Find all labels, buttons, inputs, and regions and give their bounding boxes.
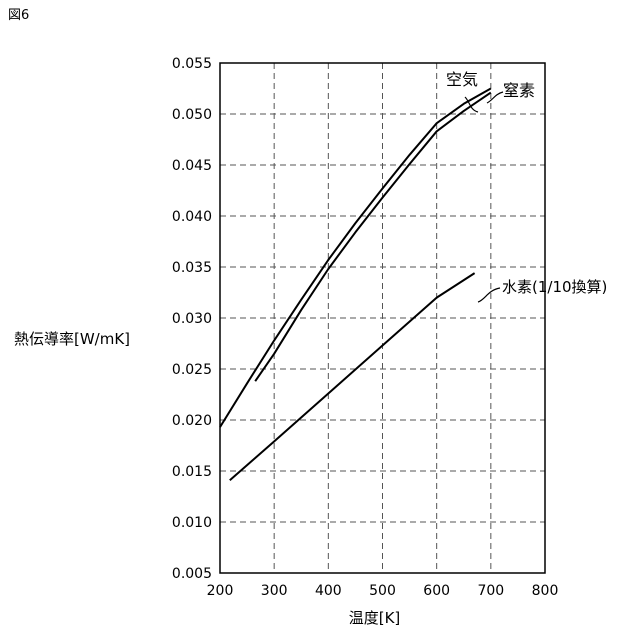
x-tick-label: 400 — [315, 583, 342, 599]
nitrogen-series-line — [255, 93, 491, 382]
y-tick-label: 0.005 — [172, 566, 212, 582]
x-tick-label: 300 — [261, 583, 288, 599]
x-axis-title: 温度[K] — [349, 609, 401, 627]
x-tick-label: 800 — [532, 583, 559, 599]
y-tick-label: 0.025 — [172, 362, 212, 378]
y-tick-label: 0.050 — [172, 107, 212, 123]
hydrogen-series-label: 水素(1/10換算) — [502, 278, 607, 296]
air-series-line — [220, 89, 491, 428]
x-tick-label: 600 — [423, 583, 450, 599]
y-tick-label: 0.055 — [172, 56, 212, 72]
x-tick-label: 200 — [207, 583, 234, 599]
x-tick-label: 500 — [369, 583, 396, 599]
air-series-label: 空気 — [446, 70, 478, 89]
y-tick-label: 0.015 — [172, 464, 212, 480]
hydrogen-series-line — [230, 273, 475, 480]
x-tick-label: 700 — [477, 583, 504, 599]
y-tick-label: 0.045 — [172, 158, 212, 174]
y-tick-label: 0.010 — [172, 515, 212, 531]
y-tick-label: 0.020 — [172, 413, 212, 429]
nitrogen-series-label: 窒素 — [503, 81, 535, 100]
y-tick-label: 0.035 — [172, 260, 212, 276]
y-tick-label: 0.040 — [172, 209, 212, 225]
hydrogen-leader-line — [478, 288, 500, 302]
y-tick-label: 0.030 — [172, 311, 212, 327]
